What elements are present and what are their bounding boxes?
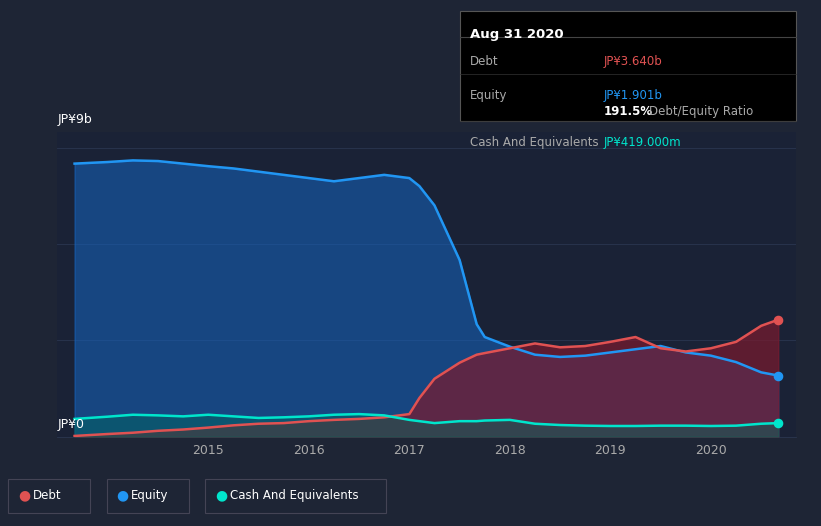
Text: JP¥419.000m: JP¥419.000m: [603, 136, 681, 149]
Text: JP¥9b: JP¥9b: [57, 113, 92, 126]
Text: ●: ●: [215, 489, 227, 503]
Point: [772, 419, 785, 427]
Text: Equity: Equity: [131, 489, 169, 502]
Text: JP¥0: JP¥0: [57, 418, 85, 431]
Text: Equity: Equity: [470, 89, 507, 103]
Text: Debt: Debt: [470, 55, 498, 68]
Point: [772, 316, 785, 324]
Text: JP¥1.901b: JP¥1.901b: [603, 89, 663, 103]
Text: ●: ●: [18, 489, 30, 503]
Text: 191.5%: 191.5%: [603, 105, 653, 118]
Text: ●: ●: [117, 489, 129, 503]
Text: JP¥3.640b: JP¥3.640b: [603, 55, 663, 68]
Point: [772, 371, 785, 380]
Text: Debt/Equity Ratio: Debt/Equity Ratio: [649, 105, 753, 118]
Text: Cash And Equivalents: Cash And Equivalents: [230, 489, 359, 502]
Text: Debt: Debt: [33, 489, 62, 502]
Text: Aug 31 2020: Aug 31 2020: [470, 28, 563, 41]
Text: Cash And Equivalents: Cash And Equivalents: [470, 136, 599, 149]
